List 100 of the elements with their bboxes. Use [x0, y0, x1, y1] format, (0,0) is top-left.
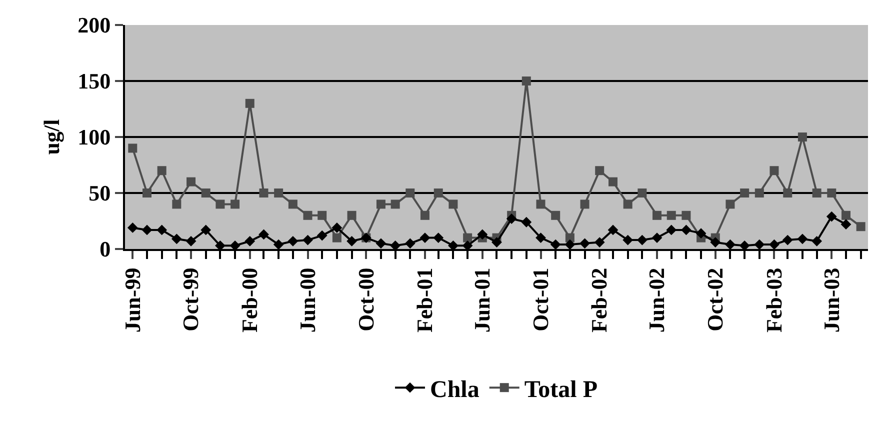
- x-tick-label: Jun-02: [644, 268, 670, 333]
- point: [318, 210, 327, 220]
- point: [186, 236, 196, 246]
- point: [332, 222, 342, 233]
- x-tick-label: Jun-03: [818, 268, 844, 333]
- point: [420, 210, 430, 220]
- point: [739, 240, 750, 249]
- x-tick-label: Feb-00: [237, 268, 262, 333]
- point: [157, 166, 166, 176]
- point: [433, 232, 444, 243]
- point: [521, 216, 532, 228]
- point: [725, 239, 736, 249]
- x-tick-label: Oct-99: [178, 268, 204, 332]
- y-tick-label: 150: [78, 68, 111, 94]
- y-tick-label: 50: [88, 180, 111, 206]
- point: [769, 239, 780, 249]
- point: [347, 210, 356, 220]
- point: [201, 188, 210, 198]
- point: [302, 234, 313, 246]
- point: [666, 224, 677, 236]
- point: [376, 238, 386, 249]
- point: [142, 188, 152, 198]
- x-tick-label: Feb-03: [761, 268, 786, 333]
- point: [608, 224, 618, 236]
- point: [274, 188, 284, 198]
- point: [856, 222, 866, 232]
- point: [171, 234, 182, 244]
- point: [288, 200, 298, 209]
- point: [550, 239, 561, 249]
- point: [390, 200, 400, 209]
- point: [536, 200, 546, 209]
- point: [127, 222, 138, 233]
- point: [346, 236, 357, 246]
- point: [390, 240, 401, 249]
- legend-label: Total P: [524, 376, 598, 403]
- point: [245, 98, 254, 108]
- point: [258, 229, 269, 240]
- y-tick-label: 200: [78, 12, 111, 38]
- point: [332, 233, 342, 242]
- y-axis-title: ug/l: [38, 119, 64, 155]
- point: [840, 219, 852, 230]
- point: [172, 200, 182, 209]
- point: [826, 211, 837, 222]
- point: [404, 238, 416, 249]
- x-tick-label: Jun-01: [470, 268, 495, 333]
- point: [770, 166, 779, 176]
- point: [230, 200, 240, 209]
- point: [536, 232, 546, 243]
- point: [200, 224, 212, 236]
- point: [682, 210, 691, 220]
- point: [740, 188, 750, 198]
- point: [636, 234, 648, 246]
- point: [652, 210, 662, 220]
- x-tick-label: Feb-01: [412, 268, 438, 333]
- point: [492, 237, 502, 248]
- point: [580, 200, 590, 209]
- point: [273, 239, 284, 249]
- point: [259, 188, 268, 198]
- point: [230, 240, 240, 249]
- point: [420, 232, 430, 243]
- point: [622, 234, 634, 246]
- x-tick-label: Feb-02: [586, 268, 612, 333]
- point: [448, 200, 458, 209]
- point: [551, 210, 560, 220]
- point: [594, 237, 605, 248]
- point: [244, 236, 256, 246]
- x-tick-label: Oct-00: [353, 268, 378, 332]
- point: [564, 239, 576, 249]
- point: [798, 132, 807, 142]
- point: [580, 238, 590, 249]
- point: [608, 177, 618, 186]
- point: [376, 200, 386, 209]
- point: [812, 188, 822, 198]
- x-tick-label: Oct-02: [702, 268, 728, 332]
- point: [681, 224, 692, 236]
- point: [216, 200, 225, 209]
- point: [595, 166, 604, 176]
- point: [288, 236, 298, 246]
- point: [652, 232, 662, 243]
- point: [156, 224, 168, 236]
- point: [827, 188, 836, 198]
- point: [463, 233, 472, 242]
- point: [506, 214, 517, 224]
- x-tick-label: Oct-01: [528, 268, 553, 332]
- y-tick-label: 0: [100, 236, 111, 262]
- point: [462, 240, 473, 249]
- x-tick-label: Jun-00: [294, 268, 320, 333]
- point: [448, 240, 458, 249]
- point: [782, 234, 793, 246]
- point: [726, 200, 735, 209]
- point: [623, 200, 632, 209]
- point: [316, 230, 328, 241]
- point: [797, 234, 808, 244]
- point: [666, 210, 676, 220]
- point: [522, 76, 531, 86]
- point: [186, 177, 196, 186]
- x-tick-label: Jun-99: [120, 268, 145, 333]
- point: [128, 144, 138, 153]
- point: [812, 236, 822, 246]
- point: [215, 240, 226, 249]
